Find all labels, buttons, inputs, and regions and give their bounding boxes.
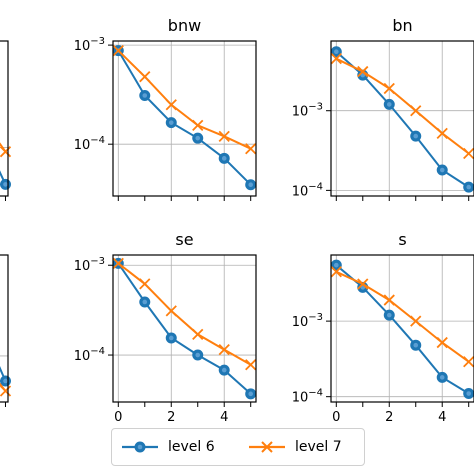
- x-tick-label: 4: [220, 410, 228, 425]
- data-point-level-7: [463, 147, 474, 160]
- axes-frame: [112, 254, 257, 403]
- data-point-level-7: [330, 53, 342, 65]
- data-point-level-7: [410, 105, 422, 117]
- y-tick-label: 10−3: [292, 102, 323, 120]
- series-line-level-6: [117, 50, 252, 186]
- axes-frame: [0, 254, 9, 403]
- data-point-level-7: [245, 359, 257, 371]
- panel-title: se: [175, 230, 193, 249]
- axes-frame: [112, 40, 257, 197]
- data-point-level-6-inner: [333, 262, 339, 268]
- series-line-level-6: [335, 50, 470, 188]
- data-point-level-7: [0, 385, 12, 397]
- data-point-level-6-inner: [142, 93, 148, 98]
- panel-left-top-partial: [0, 40, 12, 201]
- y-tick-label: 10−4: [74, 135, 105, 153]
- data-point-level-6-inner: [413, 342, 419, 348]
- data-point-level-6-inner: [168, 335, 174, 341]
- data-point-level-6-inner: [221, 367, 227, 373]
- y-tick-label: 10−3: [74, 256, 105, 274]
- data-point-level-7: [0, 146, 12, 158]
- data-point-level-7: [245, 143, 257, 155]
- data-point-level-7: [383, 294, 395, 306]
- legend: level 6 level 7: [111, 428, 365, 466]
- data-point-level-6-inner: [466, 391, 472, 396]
- series-line-level-7: [335, 57, 470, 155]
- data-point-level-7: [139, 71, 151, 83]
- legend-label-level-7: level 7: [295, 439, 342, 455]
- x-tick-label: 4: [438, 410, 446, 425]
- legend-item-level-6: level 6: [120, 429, 215, 465]
- panel-bn: 10−3 10−4 bn: [292, 16, 474, 201]
- data-point-level-7: [112, 44, 124, 57]
- legend-item-level-7: level 7: [247, 429, 342, 465]
- data-point-level-6-inner: [3, 182, 8, 187]
- series-line-level-7: [117, 49, 252, 150]
- data-point-level-7: [436, 127, 448, 139]
- panel-bnw: 10−3 10−4 bnw: [74, 16, 257, 201]
- panel-left-bottom-partial: [0, 254, 12, 407]
- data-point-level-7: [192, 119, 204, 131]
- data-point-level-7: [357, 65, 369, 78]
- data-point-level-7: [463, 356, 474, 368]
- data-point-level-7: [357, 278, 369, 290]
- y-tick-label: 10−4: [292, 388, 323, 406]
- data-point-level-6-inner: [3, 378, 8, 384]
- data-point-level-6-inner: [142, 299, 148, 305]
- x-tick-label: 2: [385, 410, 393, 425]
- legend-label-level-6: level 6: [168, 439, 215, 455]
- y-tick-label: 10−3: [74, 36, 105, 54]
- data-point-level-6-inner: [248, 391, 254, 397]
- data-point-level-6-inner: [439, 167, 445, 173]
- y-tick-label: 10−4: [292, 181, 323, 199]
- x-tick-label: 0: [332, 410, 340, 425]
- axes-frame: [330, 40, 474, 197]
- legend-marker-level-6: [122, 441, 158, 453]
- y-tick-label: 10−3: [292, 312, 323, 330]
- data-point-level-6-inner: [248, 182, 254, 188]
- panel-title: s: [398, 230, 406, 249]
- x-tick-label: 0: [114, 410, 122, 425]
- data-point-level-7: [218, 343, 230, 356]
- data-point-level-7: [218, 130, 230, 142]
- y-tick-label: 10−4: [74, 346, 105, 364]
- legend-marker-level-7: [249, 441, 285, 453]
- panel-s: 0 2 4 10−3 10−4 s: [292, 230, 474, 425]
- data-point-level-7: [436, 336, 448, 349]
- series-line-level-7: [117, 262, 252, 366]
- series-line-level-6: [117, 262, 252, 395]
- data-point-level-6-inner: [333, 49, 339, 55]
- x-tick-label: 2: [167, 410, 175, 425]
- data-point-level-6-inner: [386, 312, 392, 318]
- data-point-level-6-inner: [195, 352, 201, 358]
- data-point-level-6-inner: [195, 135, 201, 141]
- data-point-level-7: [112, 257, 124, 269]
- series-line-level-7: [335, 270, 470, 363]
- data-point-level-7: [383, 82, 395, 95]
- data-point-level-6-inner: [413, 133, 419, 139]
- data-point-level-7: [330, 266, 342, 278]
- data-point-level-7: [192, 328, 204, 340]
- data-point-level-7: [165, 305, 177, 317]
- data-point-level-7: [410, 315, 422, 327]
- data-point-level-6-inner: [168, 120, 174, 125]
- data-point-level-6-inner: [439, 375, 445, 380]
- data-point-level-7: [165, 99, 177, 111]
- data-point-level-6-inner: [386, 102, 392, 107]
- panel-title: bnw: [168, 16, 201, 35]
- axes-frame: [0, 40, 9, 197]
- panel-se: 0 2 4 10−3 10−4 se: [74, 230, 257, 425]
- data-point-level-6-inner: [466, 184, 472, 190]
- data-point-level-7: [139, 278, 151, 290]
- axes-frame: [330, 254, 474, 403]
- series-line-level-6: [335, 264, 470, 395]
- panel-title: bn: [392, 16, 412, 35]
- data-point-level-6-inner: [221, 156, 227, 161]
